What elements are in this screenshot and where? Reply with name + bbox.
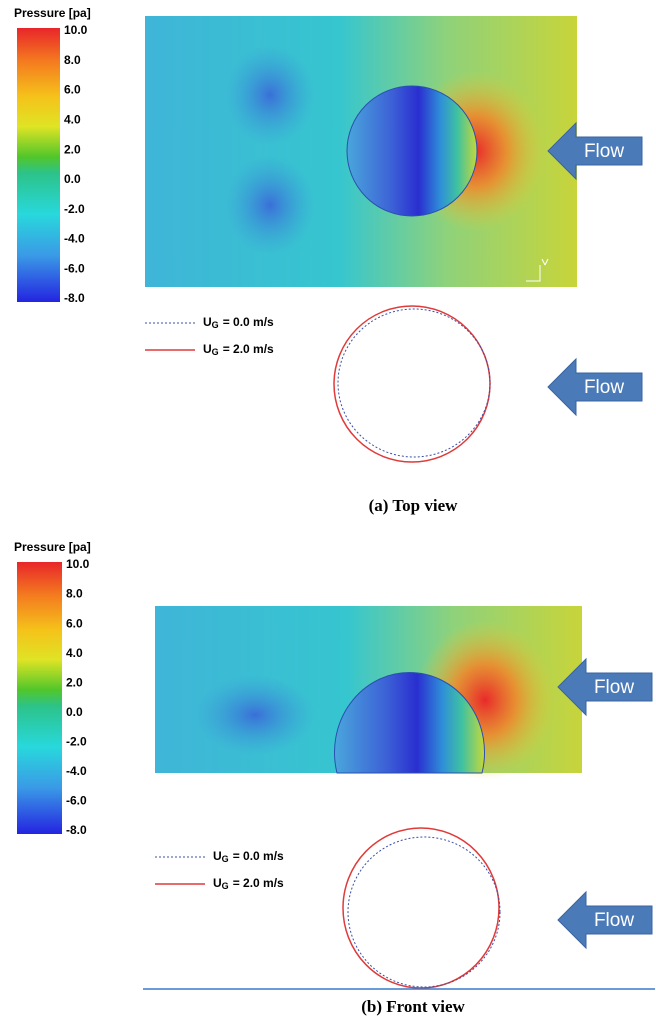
legend-symbol: U xyxy=(213,876,222,890)
legend-symbol: U xyxy=(213,849,222,863)
colorbar-tick-label: 8.0 xyxy=(66,587,83,601)
outline-plot xyxy=(343,828,500,988)
flow-label: Flow xyxy=(594,677,634,698)
colorbar-title: Pressure [pa] xyxy=(14,540,91,554)
legend-subscript: G xyxy=(222,881,229,891)
legend-subscript: G xyxy=(222,854,229,864)
colorbar-tick-label: -8.0 xyxy=(64,291,85,305)
pressure-field xyxy=(145,16,577,287)
colorbar-tick-label: -4.0 xyxy=(66,764,87,778)
colorbar xyxy=(17,562,62,834)
colorbar-tick-label: 2.0 xyxy=(64,142,81,156)
colorbar-tick-label: -4.0 xyxy=(64,232,85,246)
colorbar xyxy=(17,28,60,302)
colorbar-tick-label: 4.0 xyxy=(66,646,83,660)
legend-symbol: U xyxy=(203,315,212,329)
colorbar-tick-label: -6.0 xyxy=(64,261,85,275)
flow-label: Flow xyxy=(584,141,624,162)
legend-label: UG = 0.0 m/s xyxy=(203,315,274,330)
figure: Pressure [pa] 10.0 8.0 6.0 4.0 2.0 0.0 -2.0 -4.0… xyxy=(0,0,656,1019)
pressure-field xyxy=(155,606,582,780)
legend-text: = 0.0 m/s xyxy=(223,315,274,329)
outline-plot xyxy=(334,306,490,462)
colorbar-tick-label: 6.0 xyxy=(64,83,81,97)
legend-subscript: G xyxy=(212,320,219,330)
caption: (a) Top view xyxy=(369,496,459,515)
legend-label: UG = 0.0 m/s xyxy=(213,849,284,864)
flow-label: Flow xyxy=(584,377,624,398)
colorbar-tick-label: 4.0 xyxy=(64,113,81,127)
colorbar-title: Pressure [pa] xyxy=(14,6,91,20)
colorbar-tick-label: 6.0 xyxy=(66,616,83,630)
colorbar-tick-label: -6.0 xyxy=(66,794,87,808)
colorbar-tick-label: 0.0 xyxy=(66,705,83,719)
legend-subscript: G xyxy=(212,347,219,357)
legend-text: = 2.0 m/s xyxy=(223,342,274,356)
legend-label: UG = 2.0 m/s xyxy=(213,876,284,891)
colorbar-tick-label: 10.0 xyxy=(64,23,88,37)
legend-label: UG = 2.0 m/s xyxy=(203,342,274,357)
colorbar-tick-label: -8.0 xyxy=(66,823,87,837)
colorbar-tick-label: 8.0 xyxy=(64,53,81,67)
flow-label: Flow xyxy=(594,910,634,931)
colorbar-tick-label: -2.0 xyxy=(64,202,85,216)
caption: (b) Front view xyxy=(361,997,465,1016)
legend-symbol: U xyxy=(203,342,212,356)
legend-text: = 2.0 m/s xyxy=(233,876,284,890)
colorbar-tick-label: 10.0 xyxy=(66,557,90,571)
legend-text: = 0.0 m/s xyxy=(233,849,284,863)
colorbar-tick-label: 2.0 xyxy=(66,675,83,689)
colorbar-tick-label: 0.0 xyxy=(64,172,81,186)
colorbar-tick-label: -2.0 xyxy=(66,735,87,749)
